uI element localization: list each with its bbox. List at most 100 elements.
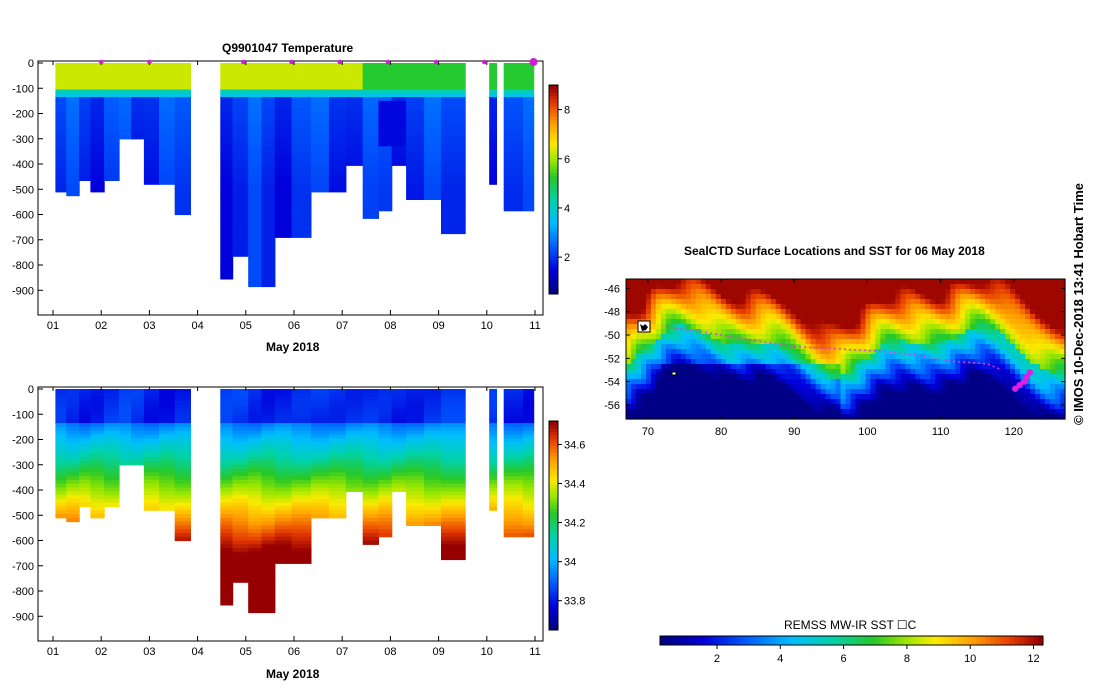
sst-cell xyxy=(730,349,737,355)
profile-cell xyxy=(345,389,364,394)
profile-cell xyxy=(424,453,442,458)
profile-cell xyxy=(489,419,497,424)
sst-cell xyxy=(805,289,812,295)
sst-cell xyxy=(850,349,857,355)
colorbar-segment xyxy=(549,588,558,593)
sst-cell xyxy=(725,394,732,400)
profile-cell xyxy=(310,491,330,496)
sst-cell xyxy=(835,324,842,330)
profile-cell xyxy=(220,169,234,174)
profile-cell xyxy=(274,210,293,216)
sst-cell xyxy=(1045,279,1051,285)
sst-cell xyxy=(870,399,876,405)
profile-cell xyxy=(66,100,80,106)
sst-cell xyxy=(880,284,886,290)
profile-cell xyxy=(232,514,249,519)
sst-cell xyxy=(915,379,921,385)
sst-cell xyxy=(775,414,782,420)
sst-cell xyxy=(900,409,906,415)
sst-cell xyxy=(960,314,966,320)
profile-cell xyxy=(489,438,497,443)
profile-cell xyxy=(441,419,466,424)
profile-cell xyxy=(159,445,176,451)
profile-cell xyxy=(174,502,191,507)
sst-cell xyxy=(720,414,727,420)
sst-cell xyxy=(890,329,896,335)
profile-cell xyxy=(248,282,263,288)
sst-cell xyxy=(870,299,876,305)
sst-cell xyxy=(765,409,772,415)
profile-cell xyxy=(55,146,67,151)
sst-cell xyxy=(710,344,717,350)
sst-cell xyxy=(655,284,662,290)
sst-cell xyxy=(675,404,682,410)
sst-cell xyxy=(720,389,727,395)
sst-cell xyxy=(850,374,857,380)
sst-cell xyxy=(1060,344,1066,350)
sst-cell xyxy=(945,299,951,305)
sst-cell xyxy=(760,319,767,325)
sst-cell xyxy=(940,284,946,290)
profile-cell xyxy=(159,81,176,87)
profile-cell xyxy=(261,551,276,557)
sst-colorbar-segment xyxy=(669,636,675,645)
profile-cell xyxy=(220,430,234,436)
sst-cell xyxy=(680,339,687,345)
profile-cell xyxy=(79,457,91,462)
sst-colorbar-segment xyxy=(889,636,896,645)
sst-cell xyxy=(785,394,792,400)
sst-cell xyxy=(965,319,971,325)
sst-cell xyxy=(855,284,862,290)
profile-cell xyxy=(248,116,263,121)
sst-cell xyxy=(930,409,936,415)
sst-cell xyxy=(835,319,842,325)
profile-cell xyxy=(261,172,276,178)
sst-cell xyxy=(765,299,772,305)
profile-cell xyxy=(66,93,80,98)
profile-cell xyxy=(362,142,379,147)
sst-cell xyxy=(900,374,906,380)
profile-cell xyxy=(232,548,249,553)
profile-cell xyxy=(261,199,276,204)
profile-cell xyxy=(345,442,364,447)
sst-cell xyxy=(960,414,966,420)
sst-cell xyxy=(745,409,752,415)
profile-cell xyxy=(291,78,312,83)
sst-cell xyxy=(1055,359,1061,365)
profile-cell xyxy=(174,472,191,477)
profile-cell xyxy=(310,449,330,454)
sst-cell xyxy=(1010,329,1016,335)
sst-cell xyxy=(880,344,886,350)
profile-cell xyxy=(274,85,293,91)
sst-cell xyxy=(725,289,732,295)
colorbar-segment xyxy=(549,259,558,264)
profile-cell xyxy=(310,476,330,481)
profile-cell xyxy=(66,63,80,68)
profile-cell xyxy=(441,476,466,481)
y-tick-label: -900 xyxy=(12,611,34,623)
sst-cell xyxy=(870,334,876,340)
sst-cell xyxy=(995,394,1001,400)
profile-cell xyxy=(310,138,330,144)
sst-cell xyxy=(925,394,931,400)
profile-cell xyxy=(220,389,234,394)
sst-cell xyxy=(626,354,632,360)
profile-cell xyxy=(220,495,234,500)
sst-cell xyxy=(965,294,971,300)
sst-colorbar-segment xyxy=(923,636,929,645)
sst-cell xyxy=(1000,344,1006,350)
sst-cell xyxy=(1055,354,1061,360)
sst-cell xyxy=(1005,299,1011,305)
sst-cell xyxy=(890,299,896,305)
sst-cell xyxy=(641,349,647,355)
sst-cell xyxy=(1045,299,1051,305)
profile-cell xyxy=(143,415,160,420)
sst-cell xyxy=(1025,284,1031,290)
sst-cell xyxy=(775,359,782,365)
profile-cell xyxy=(104,153,120,159)
profile-cell xyxy=(328,476,347,481)
profile-cell xyxy=(291,85,312,91)
sst-cell xyxy=(1010,294,1016,300)
sst-cell xyxy=(626,389,632,395)
sst-cell xyxy=(725,314,732,320)
